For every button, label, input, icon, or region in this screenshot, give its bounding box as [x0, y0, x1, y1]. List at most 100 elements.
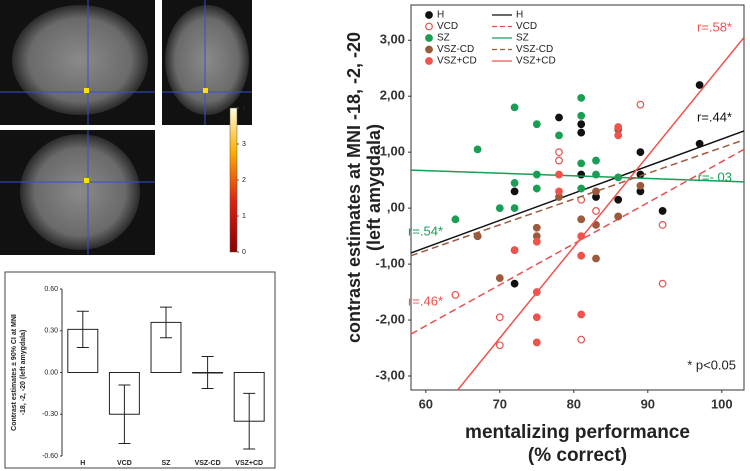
legend-marker: [425, 34, 433, 42]
x-tick-label: VSZ+CD: [235, 460, 263, 467]
point: [473, 145, 482, 154]
point: [532, 184, 541, 193]
point: [577, 251, 586, 260]
legend-label: SZ: [516, 33, 529, 44]
point: [473, 232, 482, 241]
y-tick-label: 3,00: [380, 32, 405, 47]
legend-label: SZ: [437, 33, 450, 44]
legend-label: VCD: [516, 21, 537, 32]
point: [451, 215, 460, 224]
y-tick-label: -3,00: [375, 367, 405, 382]
colorbar-tick-label: 2: [242, 177, 246, 184]
error-bar: [201, 355, 214, 390]
x-axis-label: (% correct): [528, 445, 627, 466]
point: [510, 187, 519, 196]
x-tick-label: VCD: [117, 460, 132, 467]
legend-label: H: [437, 10, 444, 21]
fit-line: [410, 130, 745, 254]
x-tick-label: 100: [711, 396, 733, 411]
point: [614, 173, 623, 182]
legend-label: VSZ+CD: [437, 56, 477, 67]
point: [577, 111, 586, 120]
x-tick-label: H: [80, 460, 85, 467]
point: [577, 184, 586, 193]
point: [495, 274, 504, 282]
point: [577, 159, 586, 168]
point: [636, 100, 645, 109]
y-tick-label: 0.30: [44, 328, 58, 335]
point: [577, 335, 586, 344]
point: [577, 128, 586, 137]
point: [532, 170, 541, 179]
y-tick-label: -1,00: [375, 256, 405, 271]
x-tick-label: SZ: [162, 460, 172, 467]
point: [658, 279, 667, 288]
point: [592, 156, 600, 165]
point: [592, 187, 600, 196]
point: [532, 120, 541, 129]
y-axis-label: contrast estimates at MNI -18, -2, -20: [344, 32, 364, 343]
x-tick-label: VSZ-CD: [195, 460, 221, 467]
point: [510, 246, 519, 255]
annotation: r=.58*: [697, 19, 732, 34]
point: [532, 288, 541, 296]
point: [532, 313, 541, 322]
point: [592, 221, 600, 229]
point: [577, 93, 586, 102]
y-tick-label: -2,00: [375, 311, 405, 326]
x-tick-label: 70: [493, 396, 507, 411]
point: [577, 215, 586, 224]
point: [555, 187, 563, 196]
bar-chart-frame: [4, 271, 276, 469]
legend-marker: [425, 57, 433, 65]
point: [532, 223, 541, 232]
y-axis-label: -18, -2, -20 (left amygdala): [20, 330, 27, 416]
annotation: * p<0.05: [687, 357, 736, 372]
point: [592, 170, 600, 179]
legend-marker: [425, 22, 433, 31]
point: [532, 237, 541, 246]
x-tick-label: 90: [641, 396, 655, 411]
point: [495, 204, 504, 213]
fit-line: [410, 139, 745, 257]
error-bar: [243, 392, 256, 450]
y-tick-label: 0.00: [44, 369, 58, 376]
point: [510, 279, 519, 288]
colorbar-tick-label: 1: [242, 213, 246, 220]
point: [495, 341, 504, 350]
point: [577, 120, 586, 129]
scatter-frame: [410, 4, 745, 391]
colorbar-tick-label: 3: [242, 141, 246, 148]
point: [614, 212, 623, 221]
point: [495, 313, 504, 322]
y-axis-label: (left amygdala): [364, 124, 384, 251]
error-bar: [118, 384, 131, 444]
point: [658, 221, 667, 229]
legend-label: VSZ-CD: [516, 44, 553, 55]
y-tick-label: 1,00: [380, 144, 405, 159]
y-tick-label: -0.30: [42, 411, 58, 418]
point: [510, 103, 519, 112]
point: [555, 170, 563, 179]
annotation: r=.46*: [408, 293, 443, 308]
error-bar: [160, 306, 172, 339]
point: [592, 254, 600, 263]
error-bar: [76, 310, 89, 348]
point: [555, 156, 563, 165]
point: [555, 113, 563, 122]
point: [695, 139, 704, 148]
point: [510, 179, 519, 187]
point: [451, 290, 460, 299]
x-axis-label: mentalizing performance: [465, 422, 690, 443]
legend-marker: [425, 45, 433, 54]
point: [532, 338, 541, 347]
legend-label: VSZ+CD: [516, 56, 556, 67]
y-axis-label: Contrast estimates ± 90% CI at MNI: [11, 314, 18, 431]
fit-line: [457, 36, 745, 391]
y-tick-label: 2,00: [380, 88, 405, 103]
point: [636, 181, 645, 190]
point: [636, 148, 645, 157]
point: [614, 131, 623, 140]
point: [614, 195, 623, 204]
